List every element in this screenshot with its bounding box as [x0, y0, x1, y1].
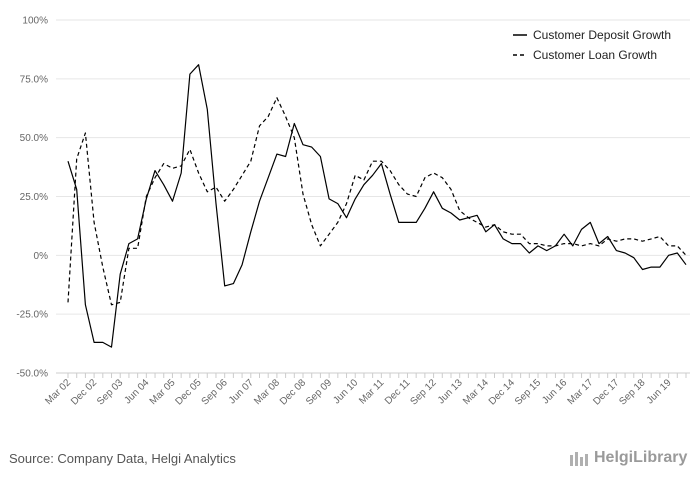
x-tick-label: Mar 14: [461, 377, 491, 407]
x-tick-label: Mar 05: [148, 377, 178, 407]
legend-label-loan: Customer Loan Growth: [533, 48, 657, 62]
helgi-library-logo: HelgiLibrary: [569, 449, 687, 467]
x-tick-label: Sep 09: [304, 377, 334, 407]
series-line-loan-growth: [67, 97, 687, 306]
source-note: Source: Company Data, Helgi Analytics: [9, 451, 236, 466]
x-tick-label: Sep 06: [200, 377, 230, 407]
x-tick-label: Mar 17: [566, 377, 596, 407]
x-tick-label: Mar 08: [252, 377, 282, 407]
library-icon: [570, 452, 588, 466]
y-tick-label: -25.0%: [16, 310, 48, 321]
gridlines: [56, 19, 690, 374]
x-tick-label: Jun 04: [122, 377, 151, 406]
x-tick-label: Dec 08: [278, 377, 308, 407]
y-axis: 100% 75.0% 50.0% 25.0% 0% -25.0% -50.0%: [16, 16, 48, 380]
x-tick-label: Dec 05: [174, 377, 204, 407]
x-tick-label: Mar 11: [357, 377, 387, 407]
x-tick-label: Sep 12: [409, 377, 439, 407]
line-chart: 100% 75.0% 50.0% 25.0% 0% -25.0% -50.0% Mar 02…: [16, 16, 690, 408]
y-tick-label: 50.0%: [20, 133, 48, 144]
x-tick-label: Sep 15: [513, 377, 543, 407]
y-tick-label: 0%: [34, 251, 49, 262]
legend: Customer Deposit Growth Customer Loan Gr…: [513, 28, 671, 62]
x-tick-label: Jun 19: [645, 377, 674, 406]
y-tick-label: 75.0%: [20, 74, 48, 85]
x-tick-label: Sep 03: [95, 377, 125, 407]
x-tick-label: Jun 13: [436, 377, 465, 406]
y-tick-label: 25.0%: [20, 192, 48, 203]
x-tick-label: Dec 02: [69, 377, 99, 407]
x-tick-label: Dec 14: [487, 377, 517, 407]
y-tick-label: 100%: [22, 16, 48, 27]
x-tick-label: Jun 10: [331, 377, 360, 406]
x-tick-label: Dec 17: [591, 377, 621, 407]
x-tick-label: Jun 07: [227, 377, 256, 406]
x-tick-label: Sep 18: [617, 377, 647, 407]
x-tick-label: Jun 16: [540, 377, 569, 406]
logo-text: HelgiLibrary: [594, 449, 688, 466]
x-tick-label: Dec 11: [383, 377, 413, 407]
y-tick-label: -50.0%: [16, 369, 48, 380]
series-lines: [67, 64, 687, 348]
legend-label-deposit: Customer Deposit Growth: [533, 28, 671, 42]
series-line-deposit-growth: [67, 64, 687, 348]
x-tick-label: Mar 02: [43, 377, 73, 407]
